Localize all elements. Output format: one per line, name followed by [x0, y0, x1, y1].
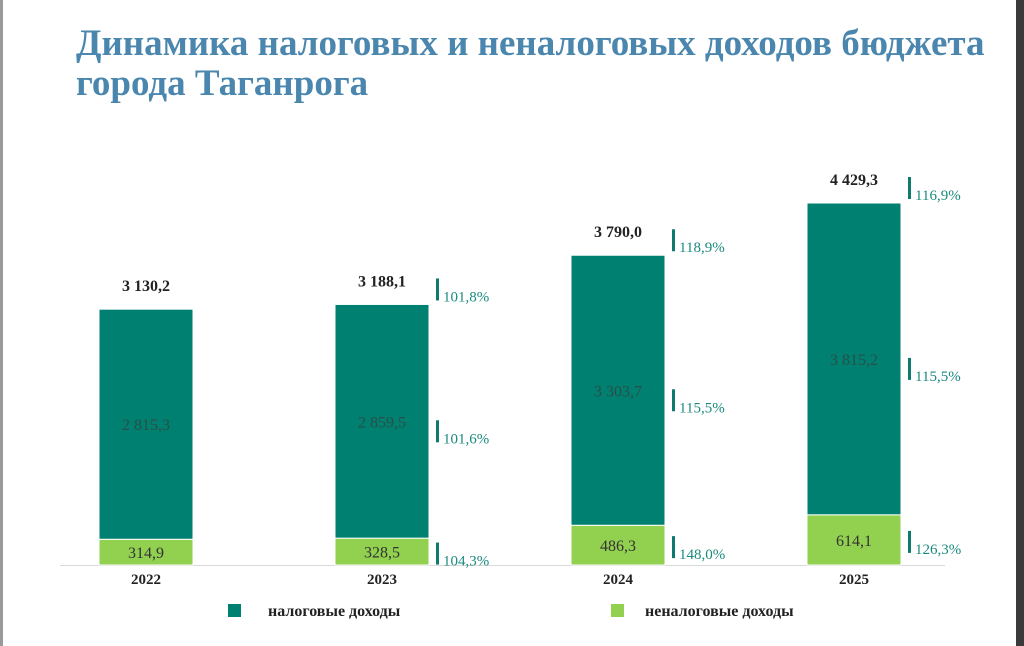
- total-label-2025: 4 429,3: [830, 172, 878, 189]
- bar-tax-2025: [806, 202, 902, 516]
- bar-tax-2024: [570, 254, 666, 526]
- x-tick-label-2023: 2023: [367, 572, 397, 588]
- growth-total-2025: 116,9%: [915, 188, 961, 204]
- x-tick-label-2024: 2024: [603, 572, 634, 588]
- growth-nontax-2024: 148,0%: [679, 547, 725, 563]
- legend-label-nontax: неналоговые доходы: [645, 603, 794, 620]
- growth-tax-2023: 101,6%: [443, 431, 489, 447]
- growth-nontax-2025: 126,3%: [915, 542, 961, 558]
- growth-nontax-2025-tick: [908, 530, 911, 553]
- growth-total-2023: 101,8%: [443, 289, 489, 305]
- data-label-nontax-2024: 486,3: [600, 538, 636, 555]
- data-label-nontax-2022: 314,9: [128, 545, 164, 562]
- growth-nontax-2024-tick: [672, 536, 675, 559]
- legend-swatch-nontax: [611, 604, 624, 617]
- growth-total-2024-tick: [672, 229, 675, 252]
- data-label-nontax-2025: 614,1: [836, 533, 872, 550]
- growth-nontax-2023: 104,3%: [443, 554, 489, 570]
- data-label-tax-2022: 2 815,3: [122, 417, 170, 434]
- data-label-tax-2025: 3 815,2: [830, 352, 878, 369]
- bar-tax-2023: [334, 303, 430, 539]
- growth-total-2023-tick: [436, 278, 439, 301]
- bar-nontax-2025: [806, 514, 902, 566]
- data-label-nontax-2023: 328,5: [364, 545, 400, 562]
- x-tick-label-2022: 2022: [131, 572, 161, 588]
- chart-title: Динамика налоговых и неналоговых доходов…: [76, 23, 985, 104]
- growth-tax-2023-tick: [436, 420, 439, 443]
- growth-nontax-2023-tick: [436, 542, 439, 565]
- left-frame-edge: [0, 0, 3, 646]
- legend-label-tax: налоговые доходы: [268, 603, 401, 620]
- growth-tax-2025: 115,5%: [915, 369, 961, 385]
- total-label-2024: 3 790,0: [594, 224, 642, 241]
- growth-tax-2024-tick: [672, 389, 675, 412]
- growth-total-2025-tick: [908, 177, 911, 199]
- growth-tax-2025-tick: [908, 357, 911, 380]
- data-label-tax-2023: 2 859,5: [358, 414, 406, 431]
- legend-swatch-tax: [228, 604, 241, 617]
- growth-tax-2024: 115,5%: [679, 400, 725, 416]
- total-label-2022: 3 130,2: [122, 278, 170, 295]
- x-tick-label-2025: 2025: [839, 572, 869, 588]
- bar-tax-2022: [98, 308, 194, 540]
- total-label-2023: 3 188,1: [358, 273, 406, 290]
- bar-nontax-2022: [98, 538, 194, 566]
- data-label-tax-2024: 3 303,7: [594, 383, 642, 400]
- growth-total-2024: 118,9%: [679, 240, 725, 256]
- right-frame-edge: [1016, 0, 1024, 646]
